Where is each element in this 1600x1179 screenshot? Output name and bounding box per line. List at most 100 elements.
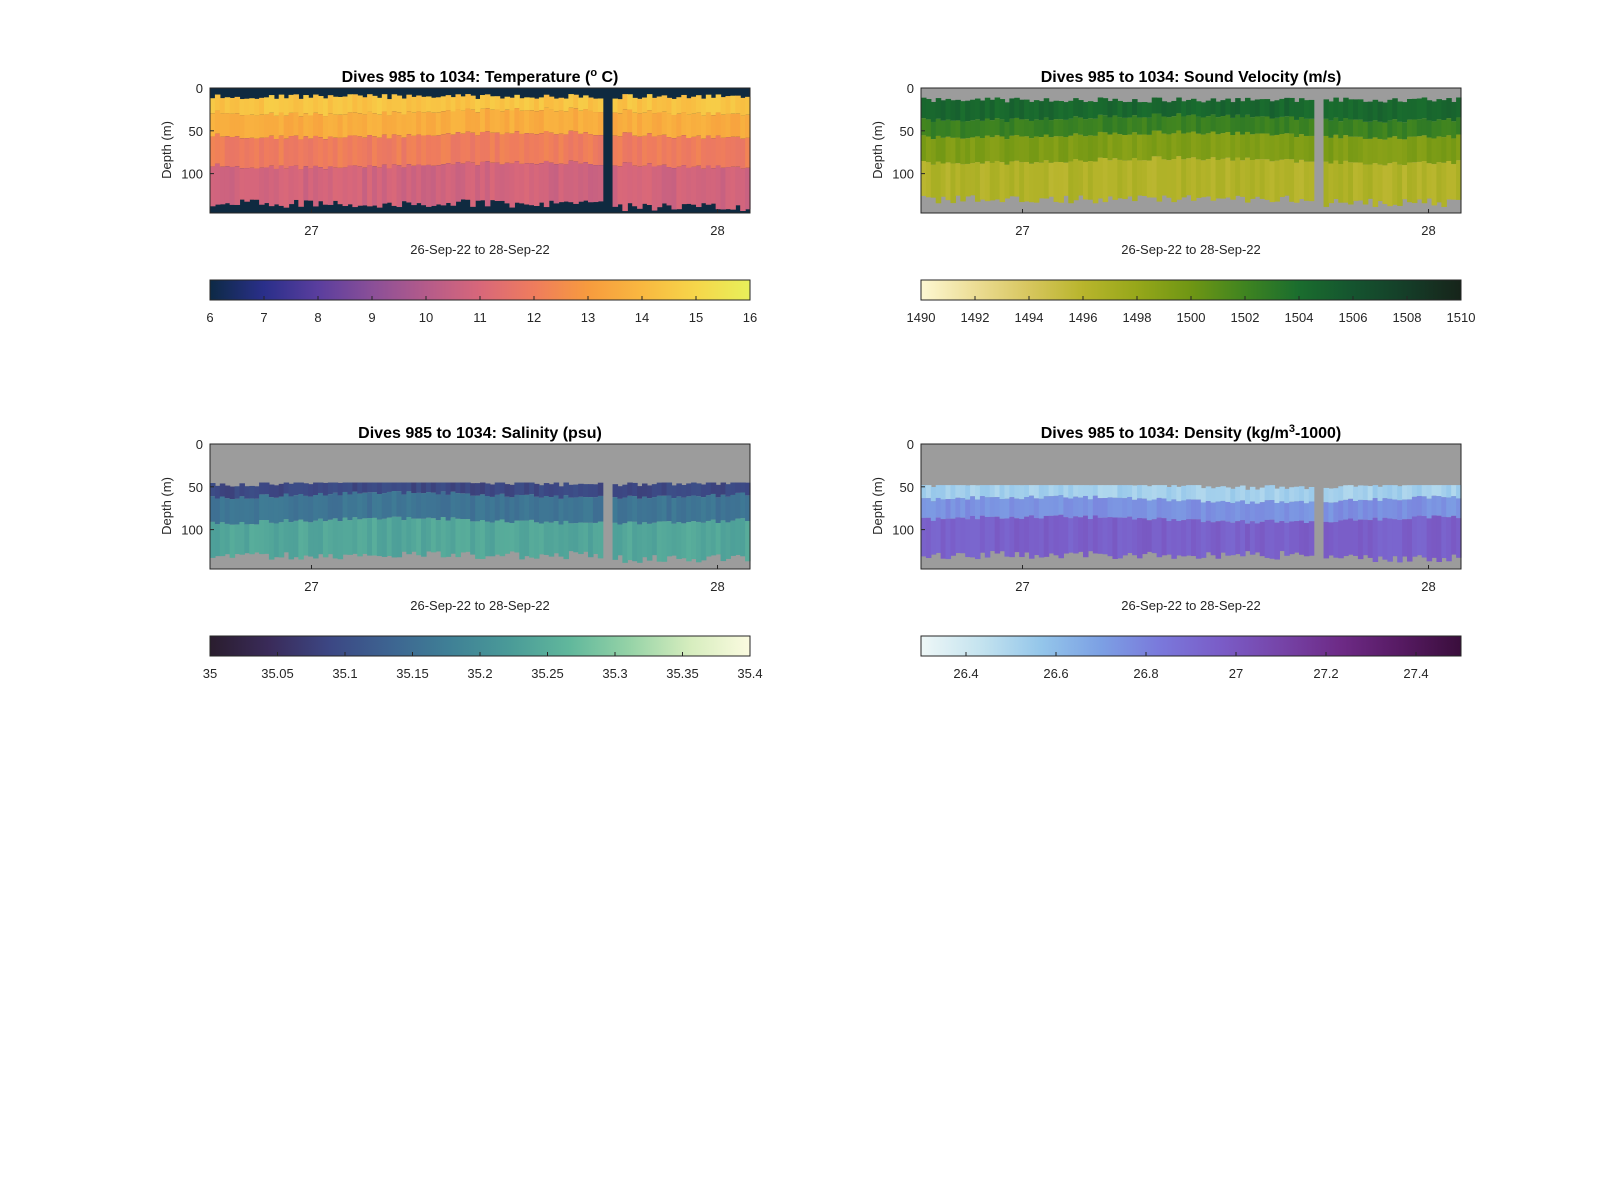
heatmap-cell xyxy=(288,112,295,137)
heatmap-cell xyxy=(1264,500,1271,520)
heatmap-cell xyxy=(1230,102,1236,118)
profile-column xyxy=(632,482,638,562)
heatmap-cell xyxy=(460,110,466,134)
heatmap-cell xyxy=(1171,100,1177,117)
heatmap-cell xyxy=(681,523,687,559)
heatmap-cell xyxy=(313,165,319,207)
heatmap-cell xyxy=(1269,519,1276,559)
heatmap-cell xyxy=(534,134,540,165)
profile-column xyxy=(391,482,398,558)
x-tick-label: 27 xyxy=(1015,223,1029,238)
heatmap-cell xyxy=(283,138,290,169)
heatmap-cell xyxy=(1146,500,1153,521)
heatmap-cell xyxy=(955,99,961,121)
heatmap-cell xyxy=(538,110,545,134)
heatmap-cell xyxy=(583,95,589,110)
heatmap-cell xyxy=(1029,138,1035,164)
profile-column xyxy=(1092,485,1099,554)
heatmap-cell xyxy=(1137,518,1143,559)
profile-column xyxy=(1303,489,1310,557)
heatmap-cell xyxy=(372,492,378,518)
heatmap-cell xyxy=(1274,100,1280,118)
heatmap-cell xyxy=(1230,135,1236,161)
profile-column xyxy=(1004,102,1010,199)
heatmap-cell xyxy=(646,523,653,561)
heatmap-cell xyxy=(259,494,265,521)
profile-column xyxy=(1073,485,1079,554)
heatmap-cell xyxy=(1058,495,1064,515)
profile-column xyxy=(268,484,275,560)
heatmap-cell xyxy=(1156,113,1163,131)
profile-column xyxy=(1058,101,1064,203)
heatmap-cell xyxy=(553,98,560,112)
heatmap-cell xyxy=(1328,488,1334,503)
heatmap-cell xyxy=(1176,486,1182,502)
heatmap-cell xyxy=(1127,101,1133,118)
heatmap-cell xyxy=(411,165,417,206)
heatmap-cell xyxy=(327,95,334,114)
profile-column xyxy=(945,98,952,201)
heatmap-cell xyxy=(965,100,971,122)
y-axis-label: Depth (m) xyxy=(870,121,885,179)
heatmap-cell xyxy=(372,113,378,137)
profile-column xyxy=(1161,485,1168,556)
profile-column xyxy=(1402,485,1408,557)
heatmap-cell xyxy=(725,96,731,114)
heatmap-cell xyxy=(244,114,250,139)
heatmap-cell xyxy=(1254,523,1261,553)
heatmap-cell xyxy=(1416,495,1423,516)
heatmap-cell xyxy=(1456,160,1462,200)
colorbar-tick-label: 12 xyxy=(527,310,541,325)
heatmap-cell xyxy=(617,524,623,556)
heatmap-cell xyxy=(1377,121,1384,139)
heatmap-cell xyxy=(1333,134,1339,161)
colorbar: 6 7 8 9 10 11 12 13 14 15 16 xyxy=(206,279,757,325)
heatmap-cell xyxy=(219,98,226,114)
heatmap-cell xyxy=(1009,118,1015,136)
heatmap-cell xyxy=(534,522,540,559)
heatmap-cell xyxy=(597,482,604,496)
colorbar-tick-label: 15 xyxy=(689,310,703,325)
profile-column xyxy=(298,482,304,560)
profile-column xyxy=(1166,102,1172,198)
profile-column xyxy=(224,485,231,555)
profile-column xyxy=(426,482,432,552)
heatmap-cell xyxy=(705,112,712,136)
heatmap-cell xyxy=(529,163,535,206)
heatmap-cell xyxy=(1279,501,1285,522)
heatmap-cell xyxy=(1200,522,1207,558)
heatmap-cell xyxy=(1303,489,1310,504)
profile-column xyxy=(583,484,589,552)
profile-column xyxy=(627,94,633,204)
heatmap-cell xyxy=(1343,97,1349,119)
heatmap-cell xyxy=(1127,117,1133,135)
heatmap-cell xyxy=(1141,485,1148,499)
heatmap-cell xyxy=(1416,515,1423,556)
profile-column xyxy=(622,94,628,212)
heatmap-cell xyxy=(1102,517,1109,555)
heatmap-cell xyxy=(1377,101,1384,122)
heatmap-cell xyxy=(229,113,236,138)
heatmap-cell xyxy=(1048,496,1055,516)
heatmap-cell xyxy=(1411,98,1418,120)
profile-column xyxy=(1195,101,1202,198)
profile-column xyxy=(1353,99,1359,201)
heatmap-cell xyxy=(720,482,727,495)
heatmap-cell xyxy=(1357,136,1364,163)
heatmap-cell xyxy=(1441,120,1447,138)
profile-column xyxy=(1333,97,1339,200)
colorbar-tick-label: 1500 xyxy=(1177,310,1206,325)
profile-column xyxy=(1191,485,1197,557)
heatmap-cell xyxy=(1372,120,1379,138)
profile-column xyxy=(1392,485,1398,557)
heatmap-cell xyxy=(406,111,412,135)
heatmap-cell xyxy=(435,135,442,166)
heatmap-cell xyxy=(470,162,476,207)
profile-column xyxy=(543,483,550,555)
axes-frame xyxy=(209,87,751,214)
heatmap-cell xyxy=(538,485,545,498)
heatmap-cell xyxy=(1068,518,1074,553)
heatmap-cell xyxy=(327,113,334,137)
heatmap-cell xyxy=(1436,515,1442,562)
heatmap-cell xyxy=(1112,98,1118,116)
